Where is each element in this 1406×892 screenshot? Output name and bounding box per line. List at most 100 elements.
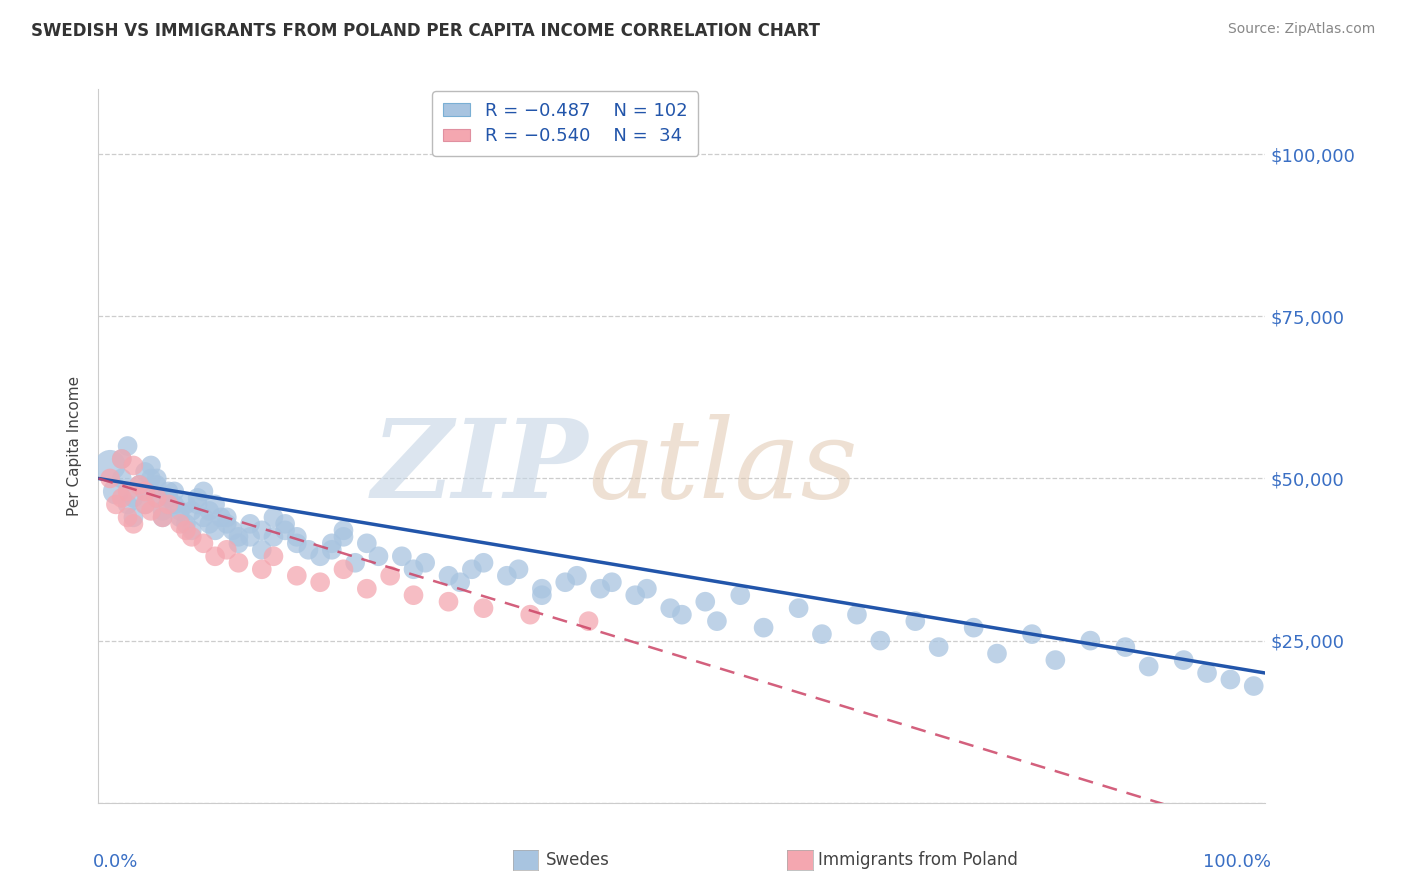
Point — [174, 524, 197, 538]
Point — [589, 582, 612, 596]
Point — [193, 484, 215, 499]
Point — [228, 530, 250, 544]
Point — [519, 607, 541, 622]
Point — [204, 524, 226, 538]
Point — [117, 484, 139, 499]
Point — [180, 524, 202, 538]
Point — [356, 536, 378, 550]
Point — [1219, 673, 1241, 687]
Point — [239, 530, 262, 544]
Point — [811, 627, 834, 641]
Point — [986, 647, 1008, 661]
Point — [1080, 633, 1102, 648]
Point — [204, 497, 226, 511]
Point — [285, 530, 308, 544]
Point — [134, 484, 156, 499]
Point — [250, 562, 273, 576]
Point — [262, 510, 284, 524]
Point — [174, 497, 197, 511]
Point — [1195, 666, 1218, 681]
Point — [695, 595, 717, 609]
Point — [496, 568, 519, 582]
Point — [134, 465, 156, 479]
Point — [122, 458, 145, 473]
Point — [239, 516, 262, 531]
Point — [104, 497, 127, 511]
Point — [221, 524, 243, 538]
Point — [117, 439, 139, 453]
Point — [180, 530, 202, 544]
Point — [321, 542, 343, 557]
Text: Swedes: Swedes — [546, 851, 609, 869]
Legend: R = −0.487    N = 102, R = −0.540    N =  34: R = −0.487 N = 102, R = −0.540 N = 34 — [432, 91, 699, 156]
Point — [193, 510, 215, 524]
Point — [134, 484, 156, 499]
Point — [1021, 627, 1043, 641]
Point — [262, 549, 284, 564]
Point — [554, 575, 576, 590]
Point — [449, 575, 471, 590]
Point — [356, 582, 378, 596]
Point — [321, 536, 343, 550]
Point — [472, 556, 495, 570]
Point — [117, 497, 139, 511]
Point — [869, 633, 891, 648]
Point — [413, 556, 436, 570]
Point — [1173, 653, 1195, 667]
Point — [187, 497, 209, 511]
Point — [157, 491, 180, 505]
Point — [163, 484, 186, 499]
Point — [297, 542, 319, 557]
Text: SWEDISH VS IMMIGRANTS FROM POLAND PER CAPITA INCOME CORRELATION CHART: SWEDISH VS IMMIGRANTS FROM POLAND PER CA… — [31, 22, 820, 40]
Point — [1137, 659, 1160, 673]
Point — [228, 556, 250, 570]
Point — [209, 510, 232, 524]
Point — [285, 568, 308, 582]
Point — [198, 504, 221, 518]
Point — [117, 510, 139, 524]
Point — [578, 614, 600, 628]
Point — [169, 504, 191, 518]
Point — [163, 497, 186, 511]
Point — [139, 504, 162, 518]
Point — [128, 478, 150, 492]
Point — [1243, 679, 1265, 693]
Point — [402, 588, 425, 602]
Point — [472, 601, 495, 615]
Point — [600, 575, 623, 590]
Point — [146, 491, 169, 505]
Point — [187, 491, 209, 505]
Point — [98, 458, 121, 473]
Point — [169, 510, 191, 524]
Point — [461, 562, 484, 576]
Text: atlas: atlas — [589, 414, 858, 521]
Point — [508, 562, 530, 576]
Point — [344, 556, 367, 570]
Point — [262, 530, 284, 544]
Text: Immigrants from Poland: Immigrants from Poland — [818, 851, 1018, 869]
Point — [111, 452, 134, 467]
Point — [134, 497, 156, 511]
Point — [250, 542, 273, 557]
Point — [402, 562, 425, 576]
Point — [367, 549, 389, 564]
Point — [730, 588, 752, 602]
Point — [1045, 653, 1067, 667]
Text: 0.0%: 0.0% — [93, 853, 138, 871]
Point — [530, 588, 553, 602]
Point — [332, 530, 354, 544]
Point — [380, 568, 402, 582]
Point — [111, 491, 134, 505]
Point — [104, 484, 127, 499]
Point — [204, 549, 226, 564]
Point — [111, 452, 134, 467]
Point — [309, 575, 332, 590]
Point — [332, 562, 354, 576]
Point — [706, 614, 728, 628]
Point — [250, 524, 273, 538]
Point — [122, 491, 145, 505]
Point — [152, 504, 174, 518]
Point — [437, 568, 460, 582]
Point — [139, 471, 162, 485]
Point — [274, 516, 297, 531]
